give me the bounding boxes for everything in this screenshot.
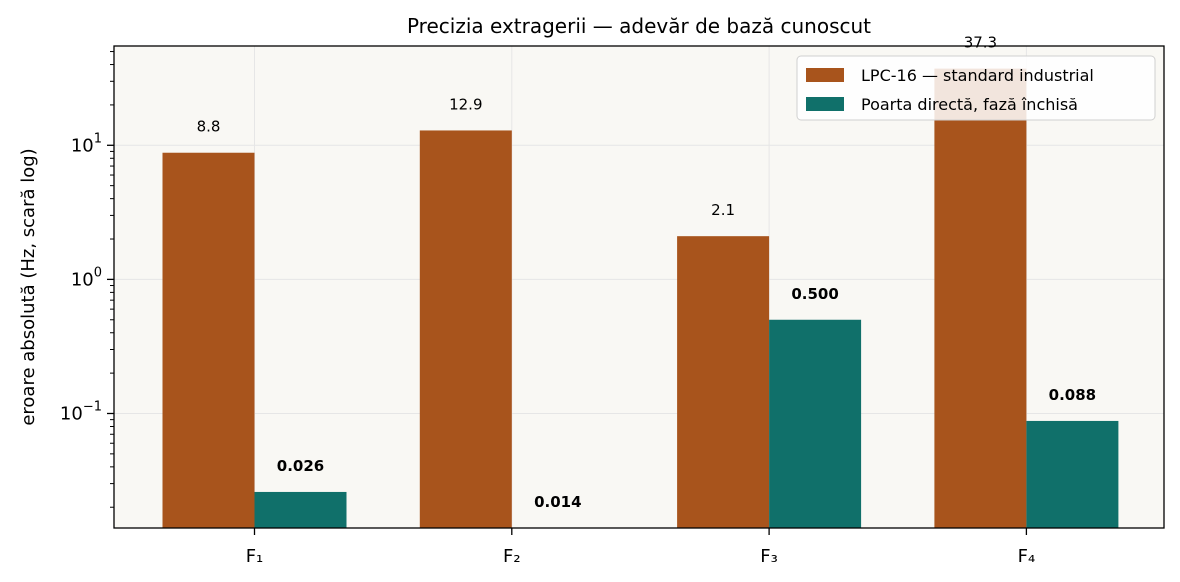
data-label: 37.3 [964, 34, 997, 52]
bar [1026, 420, 1119, 528]
bar [162, 152, 255, 529]
data-label: 0.026 [277, 457, 324, 475]
bar [419, 130, 512, 528]
plot-frame [113, 45, 1165, 529]
y-tick-label: 10−1 [60, 399, 102, 424]
data-label: 0.088 [1049, 386, 1096, 404]
y-axis: 10−1 100 101 [60, 51, 114, 508]
x-axis: F₁ F₂ F₃ F₄ [246, 528, 1035, 567]
x-tick-label: F₃ [760, 546, 778, 567]
bar [254, 491, 347, 528]
legend-entry-label: Poarta directă, fază închisă [861, 95, 1078, 114]
y-axis-label: eroare absolută (Hz, scară log) [18, 148, 39, 425]
legend-box [796, 55, 1156, 121]
bar [769, 319, 862, 528]
data-label: 12.9 [449, 95, 482, 113]
legend-swatch [806, 97, 844, 111]
legend: LPC-16 — standard industrial Poarta direc… [796, 55, 1156, 121]
chart-title: Precizia extragerii — adevăr de bază cun… [407, 14, 871, 38]
y-tick-label: 100 [71, 265, 102, 290]
data-labels-group: 8.8 12.9 2.1 37.3 0.026 0.014 0.500 0.088 [197, 34, 1097, 511]
data-label: 8.8 [197, 118, 221, 136]
data-label: 0.500 [791, 285, 838, 303]
bar [677, 236, 770, 528]
legend-entry-label: LPC-16 — standard industrial [861, 66, 1094, 85]
y-tick-label: 101 [71, 131, 102, 156]
legend-swatch [806, 68, 844, 82]
x-tick-label: F₂ [503, 546, 521, 567]
bar [934, 68, 1027, 528]
data-label: 2.1 [711, 201, 735, 219]
x-tick-label: F₁ [246, 546, 264, 567]
bars-group [162, 68, 1119, 529]
x-tick-label: F₄ [1018, 546, 1036, 567]
data-label: 0.014 [534, 493, 581, 511]
